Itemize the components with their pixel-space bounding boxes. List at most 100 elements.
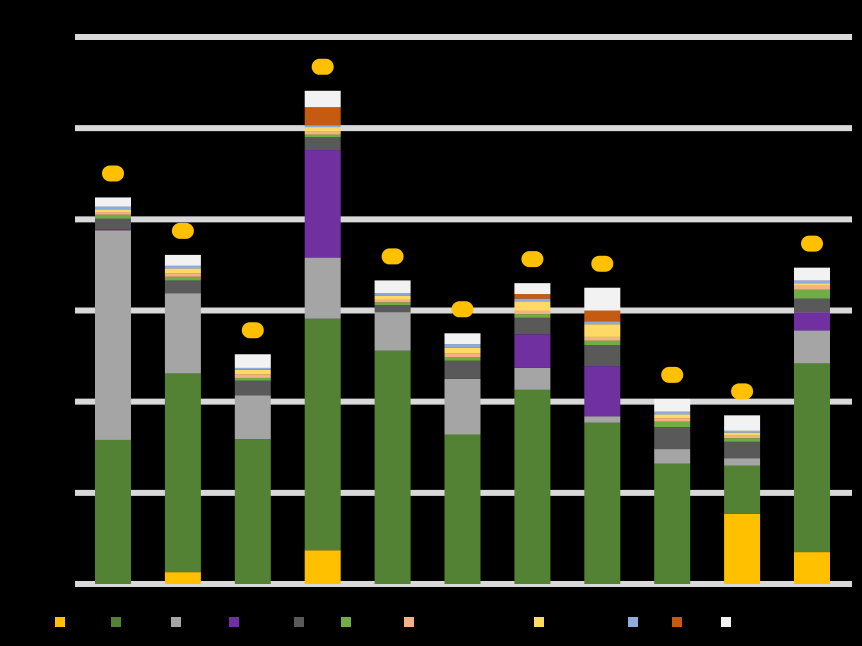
bar-segment: [374, 305, 411, 313]
bar-segment: [444, 344, 481, 348]
bar-stack: [514, 283, 551, 584]
bar-segment: [234, 380, 271, 396]
bar-segment: [514, 301, 551, 311]
bar-segment: [304, 550, 341, 584]
legend-item: [341, 617, 351, 627]
bar-segment: [374, 280, 411, 294]
bar-segment: [654, 398, 691, 412]
bar-segment: [304, 257, 341, 319]
total-label-bubble: [171, 222, 194, 239]
bar-stack: [584, 287, 621, 584]
legend-item: [294, 617, 304, 627]
bar-segment: [304, 127, 341, 132]
bar-segment: [95, 439, 131, 584]
legend-swatch: [111, 617, 121, 627]
bar-segment: [724, 465, 761, 514]
bar-stack: [374, 280, 411, 584]
bar-segment: [724, 435, 761, 439]
bar-segment: [514, 389, 551, 584]
bar-segment: [654, 418, 691, 422]
bar-segment: [794, 312, 830, 331]
bar-segment: [95, 212, 131, 215]
bar-stack: [164, 254, 201, 584]
bar-segment: [654, 449, 691, 464]
bar-segment: [794, 289, 830, 299]
bar-segment: [234, 367, 271, 370]
legend-swatch: [55, 617, 65, 627]
bar-segment: [444, 356, 481, 361]
bar-segment: [164, 254, 201, 266]
total-label: [661, 366, 684, 383]
total-label: [102, 165, 124, 182]
bar-segment: [584, 336, 621, 341]
legend-swatch: [534, 617, 544, 627]
bar-segment: [164, 268, 201, 274]
legend: [55, 617, 731, 627]
legend-swatch: [341, 617, 351, 627]
legend-item: [628, 617, 638, 627]
total-label: [521, 251, 544, 268]
total-label-bubble: [521, 251, 544, 268]
total-label-bubble: [731, 383, 754, 400]
bar-segment: [374, 312, 411, 351]
bar-segment: [444, 378, 481, 435]
bar-stack: [654, 398, 691, 584]
bar-segment: [724, 415, 761, 431]
total-label: [801, 235, 823, 252]
bar-total-labels: [102, 58, 823, 400]
bar-segment: [794, 298, 830, 313]
bar-segment: [304, 131, 341, 135]
bar-segment: [584, 416, 621, 423]
bar-segment: [514, 310, 551, 315]
bar-segment: [304, 107, 341, 126]
bar-segment: [234, 439, 271, 584]
bar-segment: [164, 276, 201, 281]
bar-segment: [584, 366, 621, 417]
bar-segment: [794, 283, 830, 286]
total-label-bubble: [102, 165, 124, 182]
bar-segment: [514, 367, 551, 390]
bar-segment: [724, 513, 761, 584]
bar-segment: [374, 299, 411, 303]
legend-item: [229, 617, 239, 627]
total-label: [241, 322, 264, 339]
bar-segment: [584, 422, 621, 584]
bar-segment: [584, 340, 621, 346]
bar-segment: [95, 229, 131, 231]
legend-swatch: [294, 617, 304, 627]
legend-item: [55, 617, 65, 627]
total-label-bubble: [381, 248, 404, 265]
total-label: [731, 383, 754, 400]
legend-swatch: [171, 617, 181, 627]
bar-segment: [794, 330, 830, 364]
bar-segment: [724, 432, 761, 436]
bar-segment: [234, 374, 271, 378]
bar-segment: [584, 287, 621, 311]
total-label: [381, 248, 404, 265]
legend-swatch: [229, 617, 239, 627]
total-label-bubble: [661, 366, 684, 383]
total-label: [591, 255, 614, 272]
bar-segment: [164, 265, 201, 269]
bar-segment: [164, 373, 201, 573]
legend-swatch: [628, 617, 638, 627]
bar-segment: [794, 285, 830, 290]
total-label: [171, 222, 194, 239]
bar-stack: [304, 90, 341, 584]
bar-segment: [794, 552, 830, 584]
bar-segment: [444, 353, 481, 357]
bar-segment: [584, 321, 621, 325]
bar-segment: [304, 137, 341, 151]
bar-segment: [444, 333, 481, 345]
total-label-bubble: [241, 322, 264, 339]
bar-segment: [724, 458, 761, 466]
bar-segment: [164, 280, 201, 294]
bar-segment: [304, 134, 341, 138]
total-label: [311, 58, 334, 75]
bar-segment: [304, 125, 341, 128]
bar-segment: [654, 427, 691, 450]
legend-swatch: [404, 617, 414, 627]
legend-item: [111, 617, 121, 627]
